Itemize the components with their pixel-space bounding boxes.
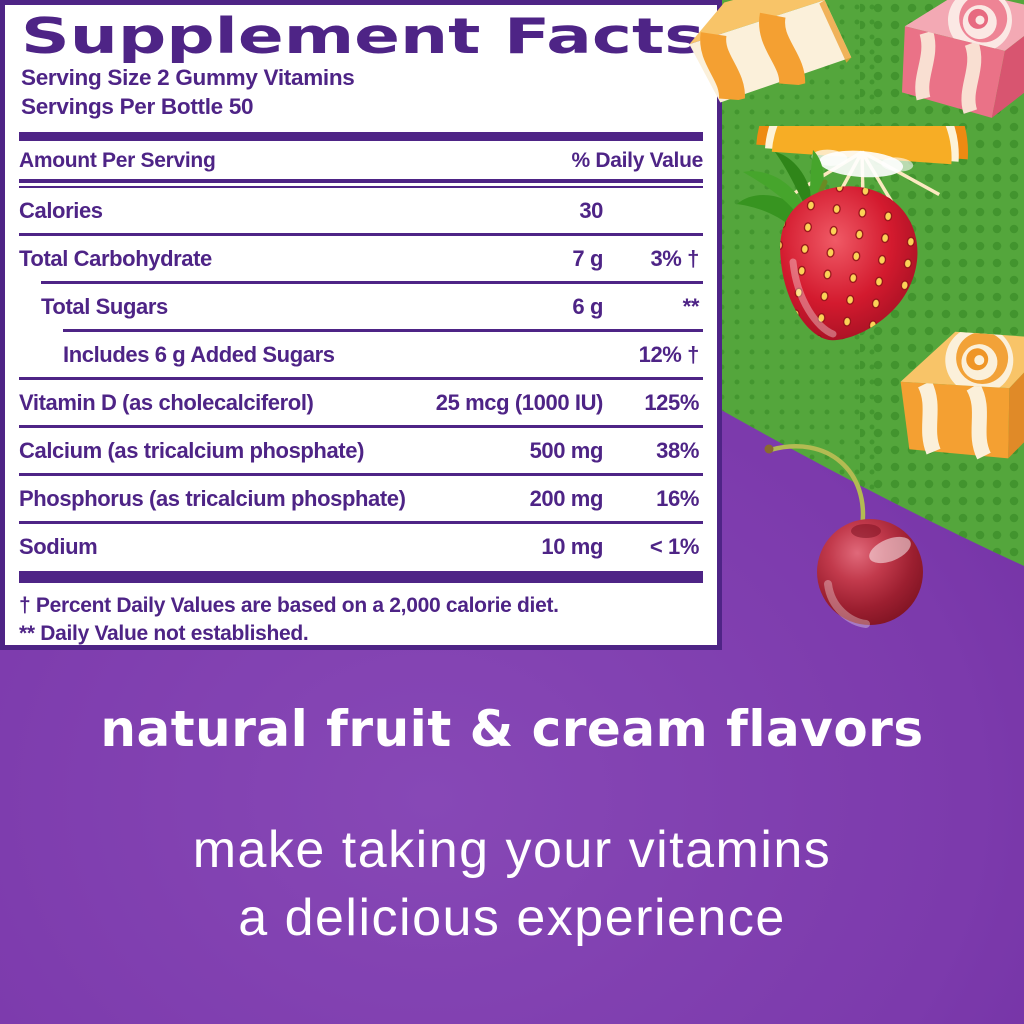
- serving-size: Serving Size 2 Gummy Vitamins: [21, 65, 355, 91]
- amount-per-serving-header: Amount Per Serving: [19, 149, 216, 173]
- tagline-line2: make taking your vitamins: [192, 821, 832, 879]
- footnote-daily-values: † Percent Daily Values are based on a 2,…: [19, 594, 559, 618]
- nutrient-amount: 6 g: [572, 293, 603, 319]
- servings-per-bottle: Servings Per Bottle 50: [21, 94, 254, 120]
- nutrient-name: Sodium: [19, 533, 98, 559]
- nutrient-name: Calories: [19, 197, 103, 223]
- orange-swirl-candy-top-icon: [662, 0, 882, 113]
- nutrient-daily-value: 38%: [656, 437, 699, 463]
- nutrient-name: Vitamin D (as cholecalciferol): [19, 389, 314, 415]
- nutrient-amount: 30: [579, 197, 603, 223]
- table-header-row: Amount Per Serving % Daily Value: [19, 141, 703, 184]
- nutrient-daily-value: 12% †: [638, 341, 700, 367]
- nutrient-row: Calories 30: [19, 186, 703, 233]
- nutrient-daily-value: 16%: [656, 485, 699, 511]
- footnotes: † Percent Daily Values are based on a 2,…: [19, 592, 703, 647]
- strawberry-icon: [733, 142, 955, 344]
- nutrient-name: Calcium (as tricalcium phosphate): [19, 437, 364, 463]
- nutrition-facts-body: Amount Per Serving % Daily Value Calorie…: [5, 132, 717, 647]
- nutrient-amount: 500 mg: [529, 437, 604, 463]
- nutrient-row: Calcium (as tricalcium phosphate) 500 mg 3…: [19, 425, 703, 473]
- nutrient-row: Includes 6 g Added Sugars 12% †: [63, 329, 703, 377]
- nutrient-row: Total Carbohydrate 7 g 3% †: [19, 233, 703, 281]
- nutrient-name: Total Carbohydrate: [19, 245, 212, 271]
- nutrient-row: Phosphorus (as tricalcium phosphate) 200 …: [19, 473, 703, 521]
- nutrient-amount: 10 mg: [541, 533, 603, 559]
- nutrient-name: Includes 6 g Added Sugars: [63, 341, 335, 367]
- nutrient-daily-value: 125%: [644, 389, 699, 415]
- nutrient-amount: 7 g: [572, 245, 603, 271]
- nutrient-table: Calories 30 Total Carbohydrate 7 g 3% † Total…: [19, 186, 703, 569]
- orange-swirl-candy-right-icon: [891, 314, 1024, 484]
- footnote-dv-not-established: ** Daily Value not established.: [19, 622, 309, 646]
- nutrient-daily-value: 3% †: [650, 245, 699, 271]
- divider-thick-bar: [19, 132, 703, 142]
- nutrient-row: Sodium 10 mg < 1%: [19, 521, 703, 569]
- tagline-headline: natural fruit & cream flavors: [100, 700, 924, 758]
- nutrient-name: Phosphorus (as tricalcium phosphate): [19, 485, 406, 511]
- nutrient-amount: 200 mg: [529, 485, 604, 511]
- nutrient-name: Total Sugars: [41, 293, 168, 319]
- nutrient-daily-value: < 1%: [649, 533, 700, 559]
- tagline-line3: a delicious experience: [238, 889, 786, 947]
- cherry-icon: [758, 432, 940, 634]
- nutrient-row: Vitamin D (as cholecalciferol) 25 mcg (10…: [19, 377, 703, 425]
- nutrient-row: Total Sugars 6 g **: [41, 281, 703, 329]
- daily-value-header: % Daily Value: [571, 149, 703, 173]
- supplement-facts-panel: Supplement Facts Serving Size 2 Gummy Vi…: [0, 0, 722, 650]
- nutrient-amount: 25 mcg (1000 IU): [435, 389, 604, 415]
- divider-thick-bar: [19, 571, 703, 584]
- nutrient-daily-value: **: [682, 293, 700, 319]
- supplement-facts-title: Supplement Facts: [21, 8, 705, 65]
- pink-swirl-candy-icon: [888, 0, 1024, 142]
